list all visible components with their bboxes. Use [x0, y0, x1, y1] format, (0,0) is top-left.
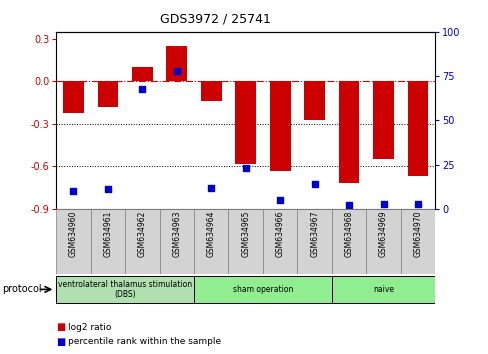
- Text: protocol: protocol: [2, 284, 42, 295]
- Text: GSM634969: GSM634969: [378, 211, 387, 257]
- Text: ventrolateral thalamus stimulation
(DBS): ventrolateral thalamus stimulation (DBS): [58, 280, 192, 299]
- Bar: [228, 209, 263, 274]
- Bar: [132, 67, 152, 81]
- Bar: [98, 81, 118, 107]
- Point: [242, 165, 249, 171]
- Bar: [372, 81, 393, 159]
- Bar: [166, 46, 187, 81]
- Bar: [56, 209, 90, 274]
- Bar: [125, 209, 159, 274]
- Text: GSM634966: GSM634966: [275, 211, 284, 257]
- Text: GSM634970: GSM634970: [413, 211, 422, 257]
- Point: [345, 202, 352, 208]
- Bar: [194, 209, 228, 274]
- Bar: [201, 81, 221, 101]
- Bar: [269, 81, 290, 171]
- Text: GSM634964: GSM634964: [206, 211, 215, 257]
- Text: log2 ratio: log2 ratio: [68, 323, 112, 332]
- Point: [379, 201, 386, 206]
- Text: sham operation: sham operation: [232, 285, 292, 294]
- Bar: [338, 81, 359, 183]
- Text: naive: naive: [372, 285, 393, 294]
- Text: GSM634960: GSM634960: [69, 211, 78, 257]
- Text: ■: ■: [56, 337, 65, 347]
- Text: percentile rank within the sample: percentile rank within the sample: [68, 337, 221, 346]
- Point: [207, 185, 215, 190]
- Point: [104, 187, 112, 192]
- Bar: [407, 81, 427, 176]
- Bar: [90, 209, 125, 274]
- Text: GSM634967: GSM634967: [309, 211, 319, 257]
- Bar: [304, 81, 325, 120]
- Bar: [263, 209, 297, 274]
- Bar: [366, 209, 400, 274]
- Bar: [56, 276, 194, 303]
- Text: GSM634963: GSM634963: [172, 211, 181, 257]
- Bar: [400, 209, 434, 274]
- Text: GSM634965: GSM634965: [241, 211, 250, 257]
- Point: [138, 86, 146, 91]
- Point: [276, 197, 284, 203]
- Bar: [331, 276, 434, 303]
- Text: GSM634961: GSM634961: [103, 211, 112, 257]
- Text: ■: ■: [56, 322, 65, 332]
- Text: GDS3972 / 25741: GDS3972 / 25741: [160, 12, 270, 25]
- Bar: [331, 209, 366, 274]
- Text: GSM634962: GSM634962: [138, 211, 146, 257]
- Bar: [63, 81, 83, 113]
- Bar: [194, 276, 331, 303]
- Point: [310, 181, 318, 187]
- Text: GSM634968: GSM634968: [344, 211, 353, 257]
- Bar: [297, 209, 331, 274]
- Bar: [159, 209, 194, 274]
- Point: [173, 68, 181, 74]
- Bar: [235, 81, 256, 164]
- Point: [69, 188, 77, 194]
- Point: [413, 201, 421, 206]
